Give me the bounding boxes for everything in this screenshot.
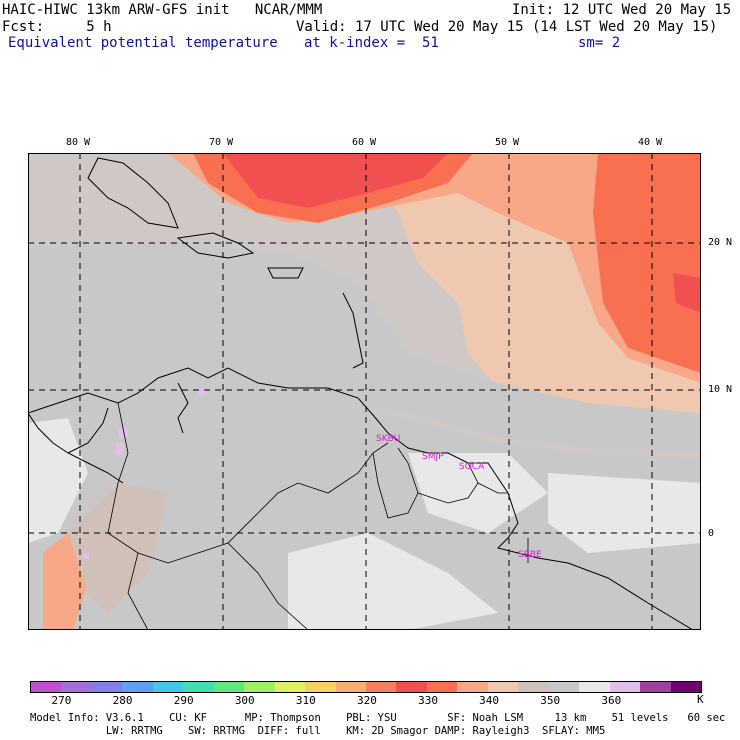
colorbar-tick-label: 320 — [357, 694, 377, 707]
colorbar-swatch — [670, 682, 701, 692]
light-patch-1 — [28, 418, 88, 543]
colorbar-tick-label: 300 — [234, 694, 255, 707]
red-patch-east — [673, 273, 701, 313]
colorbar-swatch — [640, 682, 671, 692]
colorbar-swatch — [305, 682, 336, 692]
valid-time: Valid: 17 UTC Wed 20 May 15 (14 LST Wed … — [296, 19, 718, 35]
colorbar-swatch — [122, 682, 153, 692]
station-sbbe: SBBE — [518, 550, 542, 560]
theta-e-map: SKBU SMJP SOCA SBBE — [28, 153, 701, 630]
beige-patch-west — [68, 483, 168, 613]
colorbar-swatch — [609, 682, 641, 692]
forecast-hour: Fcst: 5 h — [2, 19, 112, 35]
lat-label-20n: 20 N — [708, 237, 733, 248]
coastlines — [28, 157, 694, 630]
colorbar-swatch — [487, 682, 519, 692]
header-title: HAIC-HIWC 13km ARW-GFS init NCAR/MMM — [2, 2, 323, 18]
colorbar-swatch — [365, 682, 397, 692]
colorbar-swatch — [457, 682, 488, 692]
colorbar-swatch — [213, 682, 245, 692]
red-core-north — [223, 153, 448, 208]
station-skbu: SKBU — [376, 434, 400, 444]
colorbar-swatch — [518, 682, 549, 692]
level-label: at k-index = 51 — [304, 35, 439, 51]
init-time: Init: 12 UTC Wed 20 May 15 — [512, 2, 732, 18]
lon-label-70w: 70 W — [209, 137, 234, 148]
borders — [107, 402, 529, 630]
light-patch-3 — [408, 453, 548, 533]
lon-label-80w: 80 W — [66, 137, 91, 148]
station-smjp: SMJP — [422, 452, 444, 462]
colorbar-unit: K — [697, 693, 704, 706]
lat-label-10n: 10 N — [708, 384, 733, 395]
model-info-line1: Model Info: V3.6.1 CU: KF MP: Thompson P… — [30, 712, 726, 724]
lon-label-50w: 50 W — [495, 137, 520, 148]
colorbar-tick-label: 330 — [418, 694, 438, 707]
colorbar-swatch — [426, 682, 458, 692]
model-info-line2: LW: RRTMG SW: RRTMG DIFF: full KM: 2D Sm… — [30, 725, 606, 737]
map-frame — [28, 153, 701, 630]
colorbar-swatch — [579, 682, 610, 692]
gray-mid-band — [28, 243, 701, 453]
colorbar-swatch — [183, 682, 214, 692]
smoothing-label: sm= 2 — [578, 35, 621, 51]
colorbar-tick-label: 280 — [112, 694, 133, 707]
colorbar-tick-label: 340 — [479, 694, 500, 707]
light-patch-2 — [288, 533, 498, 630]
graticule — [28, 153, 701, 630]
colorbar-swatch — [548, 682, 580, 692]
light-patch-4 — [548, 473, 701, 553]
lon-label-40w: 40 W — [638, 137, 663, 148]
colorbar-swatch — [396, 682, 427, 692]
colorbar-swatch — [152, 682, 184, 692]
colorbar-swatch — [244, 682, 275, 692]
lon-label-60w: 60 W — [352, 137, 377, 148]
colorbar-tick-label: 270 — [51, 694, 72, 707]
colorbar-tick-label: 310 — [295, 694, 316, 707]
lat-label-0: 0 — [708, 528, 715, 539]
purple-spots — [83, 388, 206, 559]
colorbar-swatch — [274, 682, 306, 692]
colorbar-tick-label: 350 — [540, 694, 561, 707]
land-gray — [28, 393, 701, 630]
colorbar — [30, 681, 702, 693]
colorbar-swatch — [335, 682, 366, 692]
station-labels: SKBU SMJP SOCA SBBE — [376, 434, 542, 560]
station-soca: SOCA — [459, 462, 485, 472]
colorbar-tick-label: 290 — [173, 694, 194, 707]
colorbar-swatch — [91, 682, 123, 692]
red-region-east — [593, 153, 701, 373]
colorbar-tick-label: 360 — [601, 694, 622, 707]
colorbar-swatch — [31, 682, 62, 692]
colorbar-swatch — [61, 682, 92, 692]
field-name: Equivalent potential temperature — [8, 35, 278, 51]
